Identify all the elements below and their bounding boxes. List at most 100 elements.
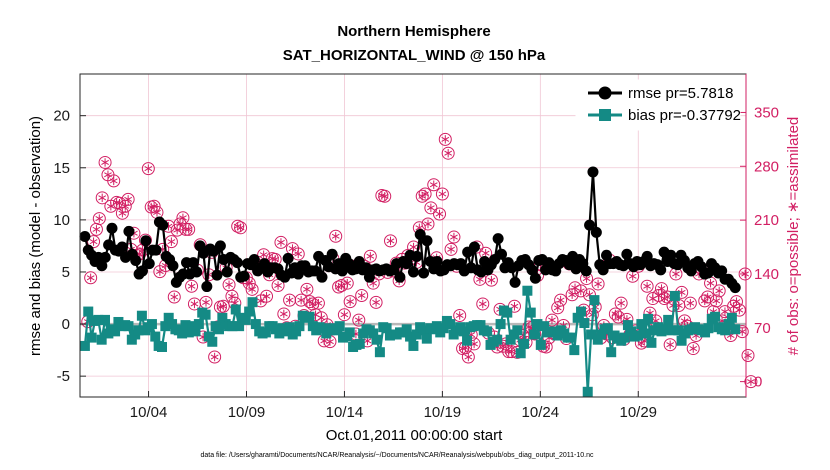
bias-point: [596, 329, 607, 340]
bias-point: [126, 334, 137, 345]
x-tick-label: 10/19: [424, 404, 462, 421]
bias-point: [227, 321, 238, 332]
obs-marker: [121, 192, 135, 206]
bias-point: [492, 334, 503, 345]
bias-point: [726, 312, 737, 323]
bias-point: [334, 321, 345, 332]
bias-point: [606, 347, 617, 358]
legend-rmse-label: rmse pr=5.7818: [628, 85, 733, 102]
obs-marker: [427, 178, 441, 192]
obs-marker: [554, 293, 568, 307]
rmse-point: [526, 264, 538, 276]
obs-marker: [352, 313, 366, 327]
bias-point: [160, 321, 171, 332]
rmse-point: [140, 235, 152, 247]
obs-marker: [421, 217, 435, 231]
bias-point: [579, 318, 590, 329]
bias-point: [619, 332, 630, 343]
rmse-point: [394, 271, 406, 283]
bias-point: [411, 329, 422, 340]
bias-point: [552, 330, 563, 341]
legend-rmse-marker: [598, 86, 612, 100]
obs-marker: [574, 284, 588, 298]
obs-marker: [476, 297, 490, 311]
bias-point: [515, 348, 526, 359]
y2-tick-label: 210: [754, 212, 779, 229]
bias-point: [438, 323, 449, 334]
bias-point: [284, 322, 295, 333]
bias-point: [659, 324, 670, 335]
obs-marker: [614, 296, 628, 310]
x-axis-ticks: 10/04 10/09 10/14 10/19 10/24 10/29: [130, 391, 657, 421]
rmse-point: [143, 258, 155, 270]
obs-marker: [118, 199, 132, 213]
obs-marker: [222, 278, 236, 292]
x-axis-label: Oct.01,2011 00:00:00 start: [326, 427, 503, 444]
data-file-footer: data file: /Users/gharamti/Documents/NCA…: [200, 452, 594, 459]
rmse-point: [221, 266, 233, 278]
obs-marker: [343, 295, 357, 309]
obs-marker: [712, 284, 726, 298]
obs-marker: [225, 289, 239, 303]
rmse-point: [496, 248, 508, 260]
bias-point: [146, 319, 157, 330]
obs-marker: [291, 247, 305, 261]
bias-point: [354, 338, 365, 349]
obs-marker: [686, 342, 700, 356]
bias-point: [639, 328, 650, 339]
obs-marker: [167, 290, 181, 304]
bias-point: [274, 328, 285, 339]
bias-point: [586, 329, 597, 340]
y2-tick-label: 140: [754, 266, 779, 283]
obs-marker: [283, 293, 297, 307]
rmse-point: [214, 240, 226, 252]
obs-marker: [98, 155, 112, 169]
bias-point: [666, 325, 677, 336]
bias-point: [710, 311, 721, 322]
bias-point: [207, 336, 218, 347]
y-axis-label: rmse and bias (model - observation): [27, 116, 44, 356]
rmse-point: [468, 241, 480, 253]
obs-marker: [245, 282, 259, 296]
obs-marker: [92, 212, 106, 226]
bias-point: [187, 321, 198, 332]
rmse-point: [136, 265, 148, 277]
rmse-point: [106, 222, 118, 234]
rmse-point: [116, 241, 128, 253]
bias-point: [495, 319, 506, 330]
bias-point: [676, 335, 687, 346]
rmse-point: [292, 268, 304, 280]
rmse-point: [238, 270, 250, 282]
bias-point: [123, 321, 134, 332]
bias-point: [133, 325, 144, 336]
obs-marker: [444, 242, 458, 256]
obs-marker: [234, 221, 248, 235]
rmse-point: [167, 260, 179, 272]
bias-point: [730, 324, 741, 335]
obs-marker: [176, 211, 190, 225]
rmse-point: [590, 226, 602, 238]
obs-marker: [87, 235, 101, 249]
bias-point: [156, 341, 167, 352]
rmse-point: [584, 219, 596, 231]
y-tick-label: 0: [62, 316, 70, 333]
bias-point: [522, 285, 533, 296]
obs-marker: [84, 271, 98, 285]
bias-point: [381, 323, 392, 334]
y2-axis-label: # of obs: o=possible; ∗=assimilated: [785, 117, 802, 356]
bias-point: [150, 331, 161, 342]
obs-marker: [418, 187, 432, 201]
bias-point: [136, 310, 147, 321]
bias-point: [525, 307, 536, 318]
rmse-point: [130, 255, 142, 267]
rmse-point: [729, 282, 741, 294]
obs-marker: [551, 301, 565, 315]
obs-marker: [369, 295, 383, 309]
obs-marker: [355, 288, 369, 302]
obs-marker: [441, 146, 455, 160]
obs-marker: [438, 132, 452, 146]
bias-point: [462, 335, 473, 346]
rmse-point: [401, 258, 413, 270]
bias-point: [93, 314, 104, 325]
rmse-point: [587, 166, 599, 178]
